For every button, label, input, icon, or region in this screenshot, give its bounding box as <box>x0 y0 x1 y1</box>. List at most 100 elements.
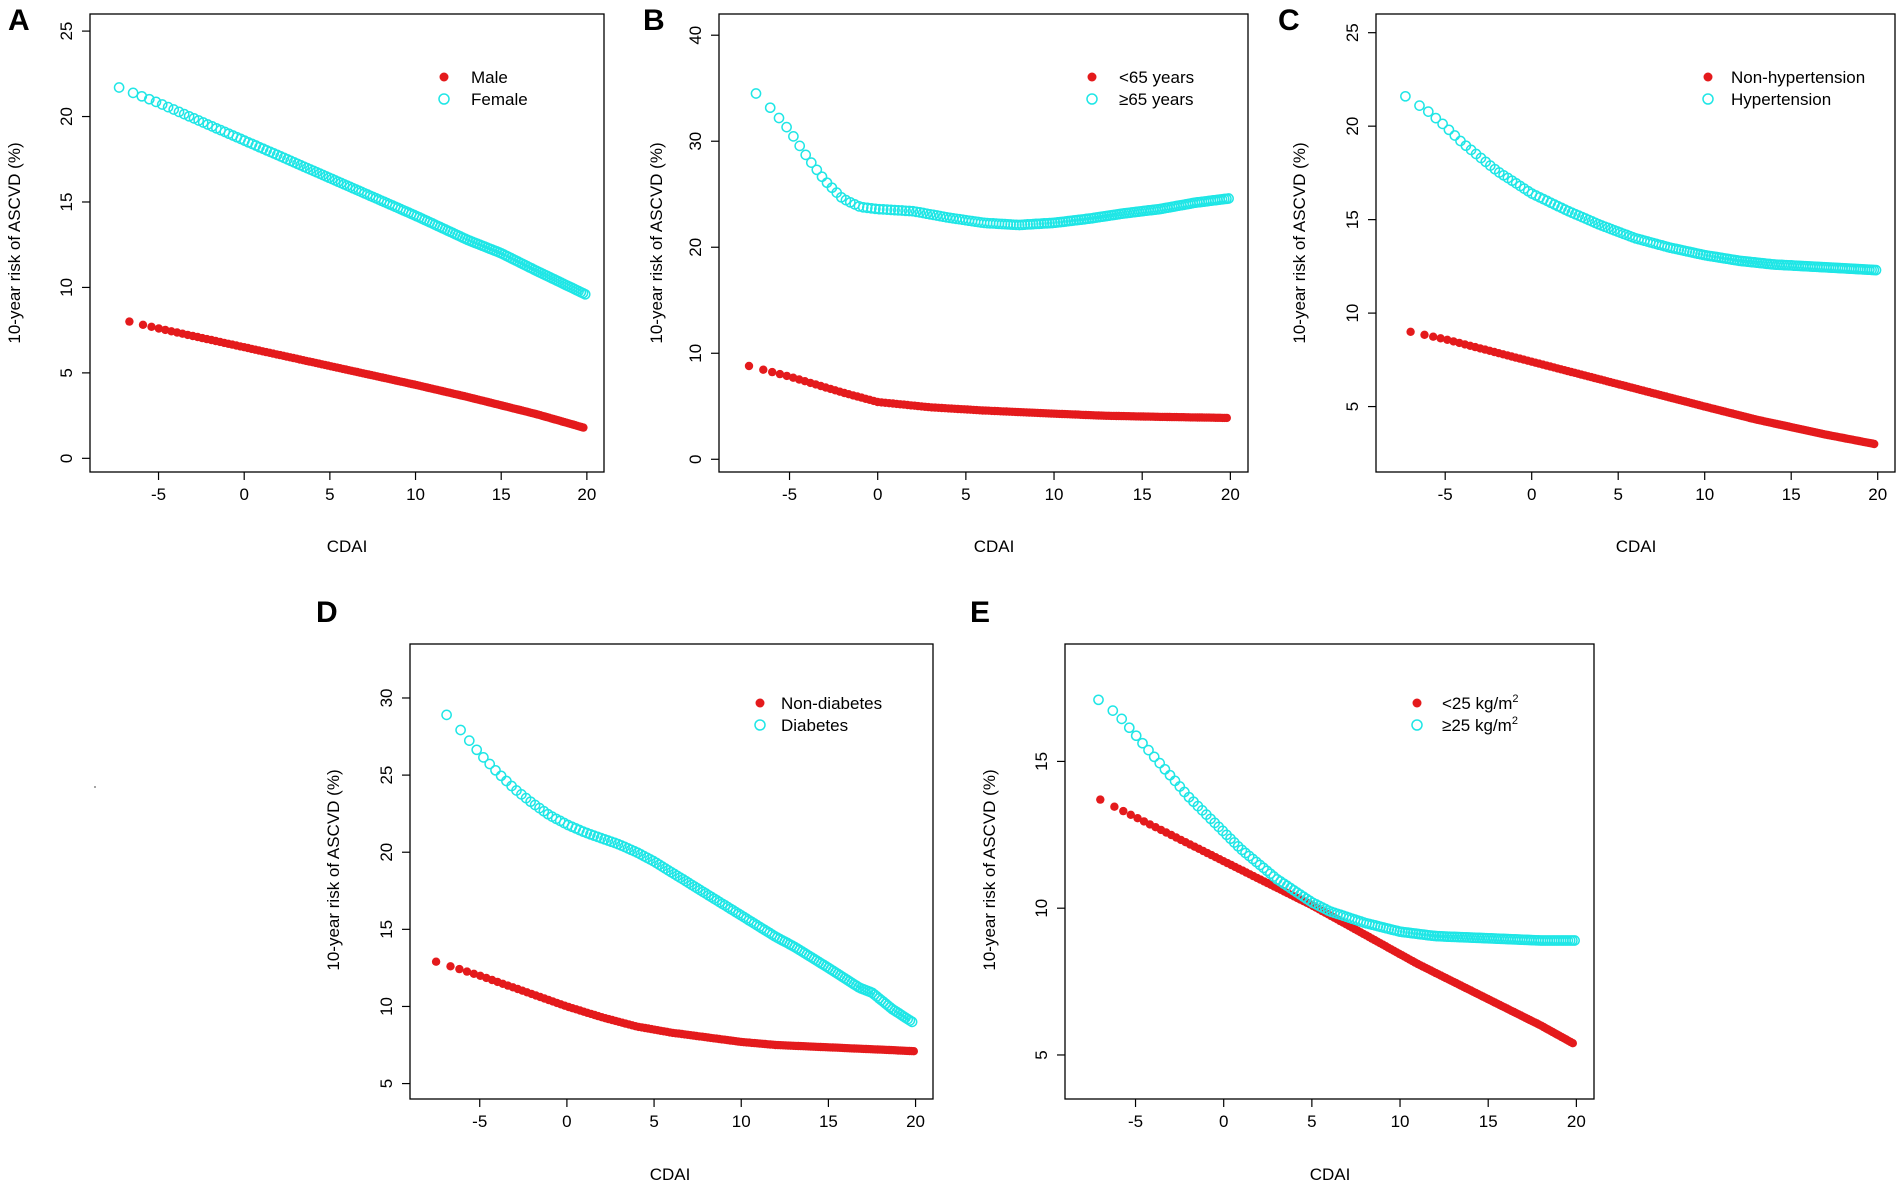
legend-e: <25 kg/m2 ≥25 kg/m2 <box>1411 693 1519 735</box>
point-c-1-1 <box>1420 330 1429 339</box>
x-tick-label-c-2: 5 <box>1613 485 1622 504</box>
point-e-2-0 <box>1093 694 1104 706</box>
x-tick-label-c-4: 15 <box>1782 485 1801 504</box>
point-d-1-2 <box>455 964 464 974</box>
legend-label-25-plus-base: ≥25 kg/m <box>1442 716 1512 735</box>
point-b-2-26 <box>889 204 900 216</box>
y-tick-label-b-1: 10 <box>686 344 705 363</box>
point-d-2-54 <box>668 868 680 880</box>
panel-c: C -5 0 5 10 15 20 5 10 15 20 25 CDAI 10-year risk … <box>1278 4 1896 556</box>
plot-frame-e <box>1064 643 1595 1100</box>
point-e-1-0 <box>1096 795 1105 804</box>
legend-marker-female <box>438 93 450 105</box>
panel-label-d: D <box>316 596 338 629</box>
point-a-1-1 <box>138 320 148 329</box>
y-tick-label-b-4: 40 <box>686 26 705 45</box>
point-b-2-23 <box>877 204 889 215</box>
point-d-2-149 <box>904 1015 916 1026</box>
legend-a: Male Female <box>438 68 528 109</box>
legend-marker-male <box>439 72 449 82</box>
point-d-2-74 <box>725 903 736 915</box>
point-e-2-7 <box>1148 751 1160 763</box>
point-a-1-150 <box>579 423 588 432</box>
point-e-2-4 <box>1130 730 1142 742</box>
point-e-2-9 <box>1159 763 1171 775</box>
point-c-1-2 <box>1429 332 1438 341</box>
point-b-2-5 <box>794 140 806 152</box>
series-e-1 <box>1096 795 1578 1048</box>
x-tick-label-e-3: 10 <box>1391 1112 1410 1131</box>
point-b-2-7 <box>805 157 817 168</box>
y-tick-label-d-2: 15 <box>377 920 396 939</box>
x-tick-label-b-2: 5 <box>961 485 970 504</box>
panel-label-a: A <box>8 4 30 37</box>
point-c-2-0 <box>1400 90 1411 102</box>
y-tick-label-a-4: 20 <box>57 107 76 126</box>
y-tick-label-b-2: 20 <box>686 238 705 257</box>
point-b-2-24 <box>881 204 893 215</box>
point-d-2-72 <box>719 900 731 911</box>
series-a-2 <box>113 82 591 300</box>
point-e-1-1 <box>1110 802 1119 811</box>
point-c-2-5 <box>1443 124 1455 136</box>
point-e-2-150 <box>1569 935 1580 946</box>
series-c-1 <box>1406 327 1879 449</box>
legend-label-non-diabetes: Non-diabetes <box>781 694 882 713</box>
point-d-2-77 <box>733 908 744 920</box>
x-tick-label-e-0: -5 <box>1128 1112 1143 1131</box>
legend-label-male: Male <box>471 68 508 87</box>
point-e-2-2 <box>1116 713 1128 725</box>
legend-label-under-25-base: <25 kg/m <box>1442 694 1512 713</box>
point-a-2-1 <box>127 87 139 99</box>
point-e-2-29 <box>1243 850 1255 862</box>
point-b-1-3 <box>775 369 785 379</box>
point-e-2-6 <box>1143 744 1154 756</box>
point-b-1-2 <box>768 367 777 377</box>
point-c-1-150 <box>1870 439 1879 449</box>
point-e-1-2 <box>1119 806 1128 816</box>
x-tick-label-d-3: 10 <box>732 1112 751 1131</box>
point-b-2-4 <box>788 131 799 142</box>
panel-a: A -5 0 5 10 15 20 0 5 10 15 20 25 CDAI 10-year risk… <box>5 4 605 556</box>
legend-label-25-plus-sup: 2 <box>1512 715 1518 727</box>
point-b-2-25 <box>885 204 897 216</box>
point-b-2-18 <box>857 201 869 213</box>
point-b-2-22 <box>873 203 885 215</box>
point-c-2-3 <box>1430 112 1442 124</box>
point-d-1-1 <box>446 962 455 971</box>
y-tick-label-a-3: 15 <box>57 193 76 212</box>
point-d-2-58 <box>680 875 692 887</box>
point-d-2-61 <box>689 881 700 892</box>
legend-label-non-hypertension: Non-hypertension <box>1731 68 1865 87</box>
x-axis-label-a: CDAI <box>327 537 368 556</box>
x-tick-label-d-5: 20 <box>906 1112 925 1131</box>
point-d-2-63 <box>694 884 706 896</box>
y-tick-label-e-2: 15 <box>1032 752 1051 771</box>
legend-d: Non-diabetes Diabetes <box>754 694 882 735</box>
point-e-2-32 <box>1254 859 1266 871</box>
point-e-2-25 <box>1228 837 1240 848</box>
x-tick-label-e-2: 5 <box>1307 1112 1316 1131</box>
y-tick-label-e-0: 5 <box>1032 1050 1051 1059</box>
x-tick-label-c-0: -5 <box>1438 485 1453 504</box>
y-tick-label-d-5: 30 <box>377 689 396 708</box>
x-tick-label-b-0: -5 <box>782 485 797 504</box>
point-e-2-3 <box>1123 722 1135 734</box>
x-tick-label-e-4: 15 <box>1479 1112 1498 1131</box>
point-e-2-35 <box>1265 868 1276 880</box>
panel-label-e: E <box>970 596 990 629</box>
point-b-2-3 <box>781 121 792 133</box>
y-tick-label-c-3: 20 <box>1343 117 1362 136</box>
y-tick-label-a-0: 0 <box>57 454 76 463</box>
panel-label-b: B <box>643 4 665 37</box>
point-e-2-31 <box>1251 856 1262 868</box>
point-d-2-65 <box>700 888 712 899</box>
x-axis-label-c: CDAI <box>1616 537 1657 556</box>
point-e-2-1 <box>1107 705 1119 716</box>
x-tick-label-a-5: 20 <box>577 485 596 504</box>
point-e-2-33 <box>1258 862 1269 874</box>
point-a-2-8 <box>173 106 185 118</box>
point-a-1-3 <box>154 324 163 333</box>
point-a-2-10 <box>183 110 195 122</box>
x-tick-label-a-0: -5 <box>151 485 166 504</box>
